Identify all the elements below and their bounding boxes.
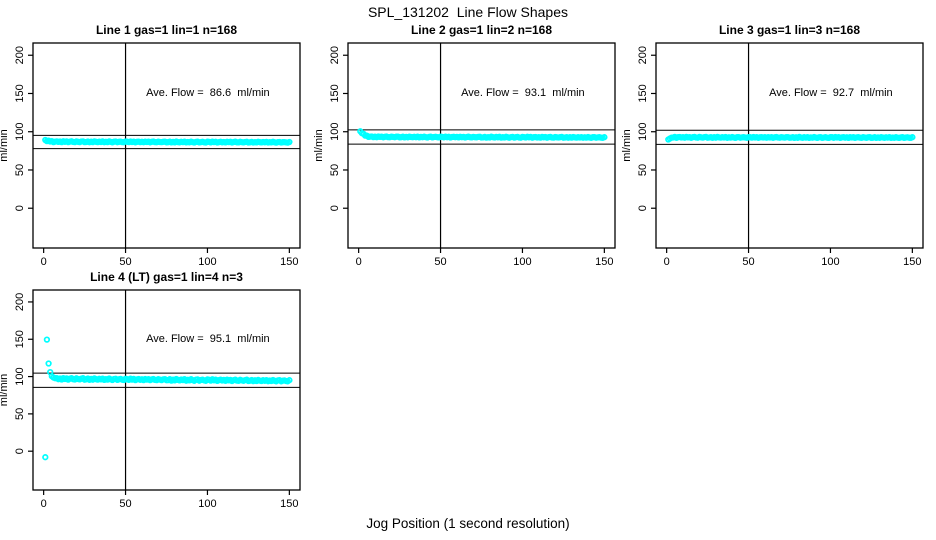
y-tick-label: 200 <box>329 46 341 64</box>
y-tick-label: 100 <box>14 123 26 141</box>
x-tick-label: 0 <box>356 256 362 268</box>
y-axis-label: ml/min <box>0 129 10 161</box>
x-tick-label: 0 <box>41 498 47 510</box>
x-axis-label: Jog Position (1 second resolution) <box>366 516 569 531</box>
x-tick-label: 150 <box>595 256 613 268</box>
ave-flow-annotation: Ave. Flow = 86.6 ml/min <box>146 87 270 99</box>
y-tick-label: 0 <box>637 205 649 211</box>
panel-1: 0 50 100 150 0 50 100 150 200 ml/min Line 1 gas=1 … <box>0 23 301 268</box>
y-tick-label: 200 <box>14 293 26 311</box>
y-axis-label: ml/min <box>621 129 633 161</box>
x-tick-label: 100 <box>198 256 216 268</box>
plot-box <box>32 289 301 491</box>
data-point <box>45 360 52 367</box>
x-tick-label: 0 <box>41 256 47 268</box>
panel-3: 0 50 100 150 0 50 100 150 200 ml/min Line 3 gas=1 … <box>621 23 924 268</box>
y-tick-label: 50 <box>14 164 26 176</box>
y-tick-label: 50 <box>637 164 649 176</box>
x-tick-label: 150 <box>280 256 298 268</box>
plot-box <box>655 42 924 249</box>
panel-title: Line 3 gas=1 lin=3 n=168 <box>719 23 860 37</box>
y-tick-label: 100 <box>637 123 649 141</box>
plot-box <box>32 42 301 249</box>
panel-title: Line 4 (LT) gas=1 lin=4 n=3 <box>90 270 243 284</box>
y-tick-label: 100 <box>14 367 26 385</box>
y-axis-label: ml/min <box>313 129 325 161</box>
y-tick-label: 50 <box>14 408 26 420</box>
data-point <box>286 138 293 146</box>
main-title: SPL_131202 Line Flow Shapes <box>368 4 568 20</box>
data-point <box>601 134 608 141</box>
x-tick-label: 50 <box>434 256 446 268</box>
data-point <box>42 454 49 461</box>
x-tick-label: 100 <box>821 256 839 268</box>
y-tick-label: 0 <box>14 205 26 211</box>
ave-flow-annotation: Ave. Flow = 92.7 ml/min <box>769 87 893 99</box>
data-points <box>42 136 293 146</box>
y-tick-label: 50 <box>329 164 341 176</box>
y-tick-label: 200 <box>14 46 26 64</box>
data-points <box>665 133 916 143</box>
data-point <box>909 134 916 141</box>
panel-2: 0 50 100 150 0 50 100 150 200 ml/min Line 2 gas=1 … <box>313 23 616 268</box>
data-point <box>286 377 293 384</box>
x-tick-label: 150 <box>280 498 298 510</box>
panels-container: 0 50 100 150 0 50 100 150 200 ml/min Line 1 gas=1 … <box>0 23 924 510</box>
panel-title: Line 2 gas=1 lin=2 n=168 <box>411 23 552 37</box>
plot-box <box>347 42 616 249</box>
x-tick-label: 0 <box>664 256 670 268</box>
y-tick-label: 150 <box>14 84 26 102</box>
y-tick-label: 0 <box>329 205 341 211</box>
y-tick-label: 150 <box>14 330 26 348</box>
data-points <box>357 128 608 141</box>
data-point <box>43 336 51 343</box>
y-tick-label: 150 <box>637 84 649 102</box>
data-points <box>42 336 293 461</box>
panel-title: Line 1 gas=1 lin=1 n=168 <box>96 23 237 37</box>
y-tick-label: 200 <box>637 46 649 64</box>
ave-flow-annotation: Ave. Flow = 95.1 ml/min <box>146 333 270 345</box>
y-tick-label: 100 <box>329 123 341 141</box>
x-tick-label: 100 <box>513 256 531 268</box>
x-tick-label: 50 <box>119 256 131 268</box>
ave-flow-annotation: Ave. Flow = 93.1 ml/min <box>461 87 585 99</box>
x-tick-label: 50 <box>742 256 754 268</box>
x-tick-label: 150 <box>903 256 921 268</box>
y-tick-label: 0 <box>14 448 26 454</box>
panel-4: 0 50 100 150 0 50 100 150 200 ml/min Line 4 (LT) g… <box>0 270 301 510</box>
y-axis-label: ml/min <box>0 374 10 406</box>
x-tick-label: 100 <box>198 498 216 510</box>
x-tick-label: 50 <box>119 498 131 510</box>
y-tick-label: 150 <box>329 84 341 102</box>
